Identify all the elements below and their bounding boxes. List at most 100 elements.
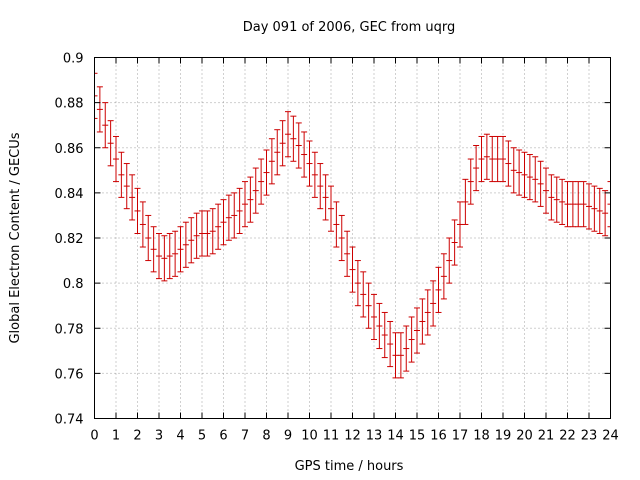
error-bar — [510, 147, 517, 194]
error-bar — [172, 230, 179, 277]
x-tick-label: 12 — [344, 429, 361, 444]
error-bar — [500, 135, 506, 183]
error-bar — [129, 174, 136, 221]
chart-title: Day 091 of 2006, GEC from uqrg — [243, 20, 456, 35]
error-bar — [199, 210, 205, 257]
error-bar — [467, 158, 474, 205]
error-bar — [462, 178, 469, 225]
error-bar — [328, 185, 334, 232]
error-bar — [285, 111, 291, 158]
error-bar — [430, 280, 437, 327]
error-bar — [188, 217, 195, 264]
error-bar — [414, 307, 420, 354]
error-bar — [591, 185, 598, 232]
error-bar — [107, 120, 114, 167]
y-tick-labels: 0.74 0.76 0.78 0.8 0.82 0.84 0.86 0.88 0.9 — [55, 52, 84, 428]
error-bar — [553, 176, 560, 223]
error-bar — [139, 201, 146, 248]
error-bar — [424, 289, 431, 336]
x-tick-label: 1 — [112, 429, 120, 444]
y-tick-label: 0.76 — [55, 367, 84, 382]
error-bar — [435, 266, 442, 313]
error-bar — [505, 140, 512, 187]
error-bar — [333, 201, 340, 248]
error-bar — [290, 115, 297, 162]
error-bar — [381, 311, 388, 359]
error-bar — [596, 187, 603, 234]
error-bar — [387, 320, 394, 368]
error-bar — [247, 176, 254, 223]
error-bar — [252, 167, 259, 214]
error-bar — [478, 135, 485, 183]
x-tick-label: 7 — [241, 429, 249, 444]
y-axis-label: Global Electron Content / GECUs — [8, 132, 23, 343]
error-bar — [580, 181, 587, 228]
error-bar — [102, 102, 109, 149]
error-bar — [311, 151, 318, 198]
x-tick-label: 18 — [473, 429, 490, 444]
x-tick-label: 14 — [387, 429, 404, 444]
y-tick-label: 0.84 — [55, 187, 84, 202]
error-bar — [403, 325, 410, 372]
x-tick-label: 24 — [602, 429, 619, 444]
x-tick-label: 11 — [323, 429, 340, 444]
error-bar — [301, 131, 308, 178]
error-bar — [349, 246, 356, 293]
x-tick-label: 17 — [452, 429, 469, 444]
error-bar — [392, 332, 399, 379]
error-bar — [344, 230, 351, 277]
y-tick-label: 0.8 — [63, 277, 84, 292]
error-bar — [177, 226, 184, 273]
error-bar — [483, 133, 490, 180]
x-tick-label: 21 — [538, 429, 555, 444]
error-bar — [268, 138, 275, 185]
error-bar — [220, 199, 227, 246]
x-tick-label: 8 — [262, 429, 270, 444]
x-tick-label: 6 — [219, 429, 227, 444]
error-bar — [532, 156, 539, 203]
error-bar — [564, 181, 571, 228]
error-bar — [118, 151, 125, 198]
error-bar — [489, 135, 496, 183]
error-bar — [521, 151, 528, 198]
error-bar — [473, 144, 480, 192]
error-bar — [559, 178, 566, 225]
x-tick-label: 9 — [284, 429, 292, 444]
error-bar — [166, 232, 173, 280]
x-tick-label: 10 — [301, 429, 318, 444]
error-bar — [161, 235, 168, 282]
errorbar-series-gec — [94, 72, 611, 379]
error-bar — [446, 237, 453, 284]
error-bar — [182, 221, 189, 268]
error-bar — [494, 135, 501, 183]
x-tick-label: 20 — [516, 429, 533, 444]
x-tick-label: 5 — [198, 429, 206, 444]
error-bar — [602, 190, 609, 237]
error-bar — [156, 232, 162, 280]
error-bar — [586, 183, 592, 230]
error-bar — [419, 298, 426, 345]
error-bar — [408, 316, 415, 363]
x-tick-labels: 0 1 2 3 4 5 6 7 8 9 10 11 12 13 14 15 16 17 18 19 20 21 22 23 24 — [90, 429, 618, 444]
x-tick-label: 23 — [581, 429, 598, 444]
error-bar — [193, 212, 200, 259]
error-bar — [295, 122, 302, 169]
x-tick-label: 3 — [155, 429, 163, 444]
error-bar — [242, 181, 248, 228]
x-tick-label: 2 — [133, 429, 141, 444]
y-tick-label: 0.78 — [55, 322, 84, 337]
error-bar — [231, 192, 238, 239]
x-tick-label: 0 — [90, 429, 98, 444]
error-bar — [451, 219, 458, 266]
x-tick-label: 13 — [366, 429, 383, 444]
error-bar — [376, 302, 383, 350]
x-tick-label: 22 — [559, 429, 576, 444]
error-bar — [236, 187, 243, 234]
y-tick-label: 0.82 — [55, 232, 84, 247]
error-bar — [150, 226, 157, 273]
error-bar — [354, 260, 361, 307]
error-bar — [274, 129, 281, 176]
error-bar — [397, 332, 404, 379]
error-bar — [317, 163, 324, 210]
